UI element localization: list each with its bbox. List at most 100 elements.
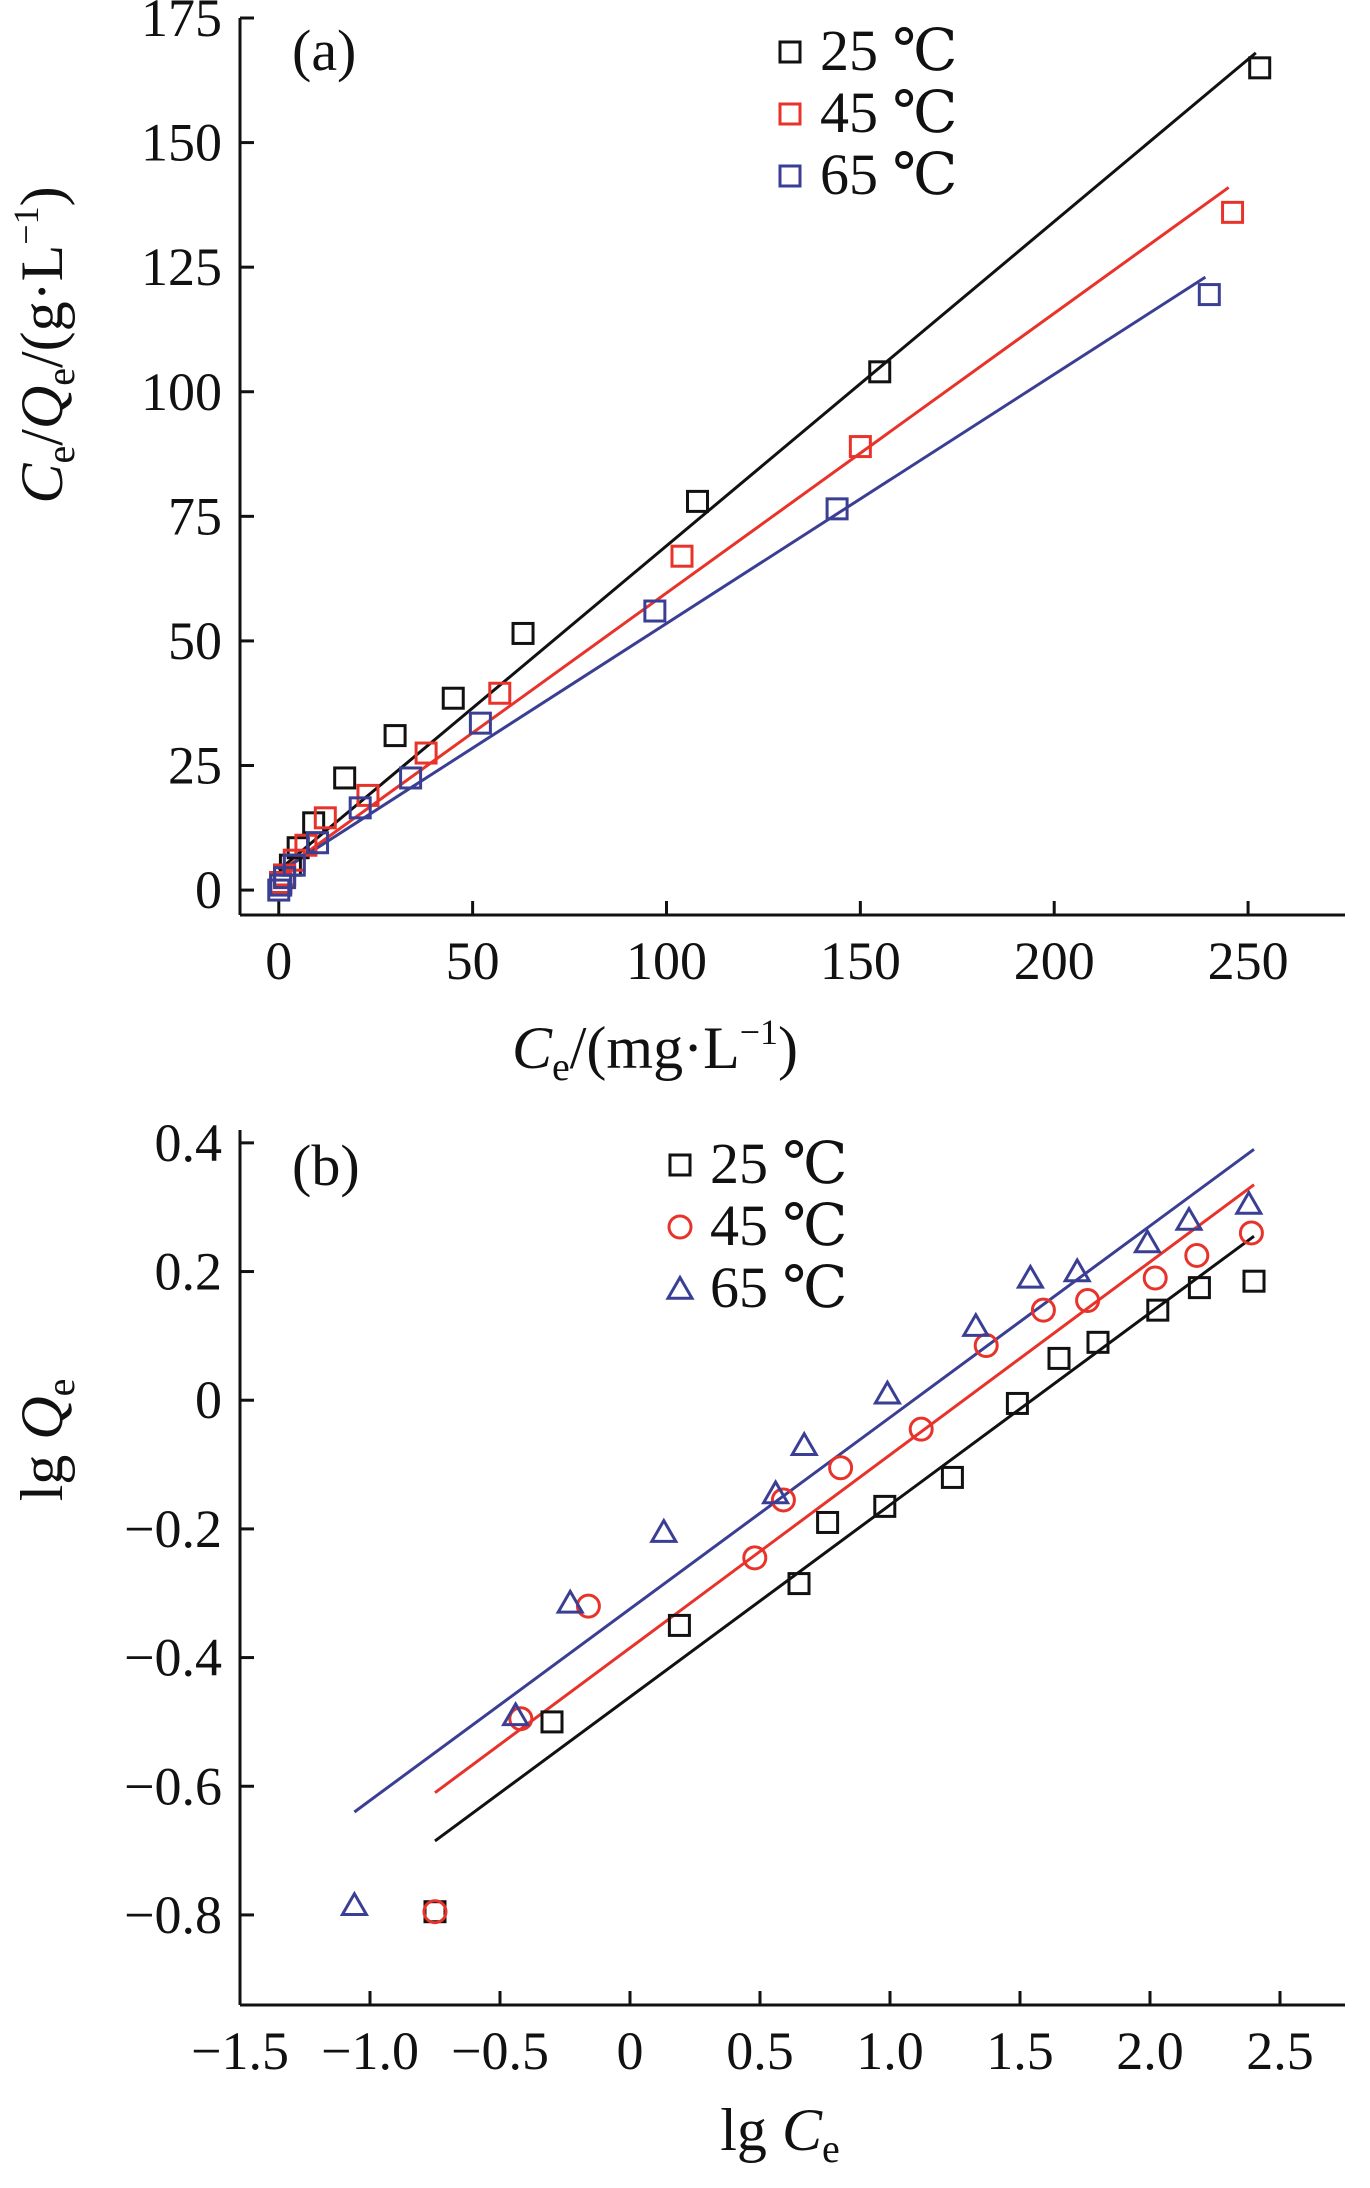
y-tick-label: 175 — [141, 0, 222, 48]
data-point-45c — [294, 833, 318, 857]
y-tick-label: −0.2 — [124, 1499, 222, 1559]
y-title-sub1: e — [38, 446, 83, 464]
panel-a-x-axis-title: Ce/(mg·L−1) — [512, 1012, 798, 1089]
y-tick-label: 100 — [141, 362, 222, 422]
data-point-65c — [269, 873, 293, 897]
y-tick-label: 125 — [141, 237, 222, 297]
panel-a-x-ticks: 0 50 100 150 200 250 — [265, 901, 1289, 991]
data-point-65c — [282, 853, 306, 877]
y-title-var2: Q — [9, 386, 75, 429]
x-tick-label: 200 — [1014, 931, 1095, 991]
data-point-45c — [422, 1899, 448, 1925]
data-point-25c — [1086, 1330, 1110, 1354]
legend-label-65c: 65 ℃ — [820, 142, 957, 207]
data-point-45c — [508, 1706, 534, 1732]
data-point-65c — [1174, 1205, 1204, 1231]
data-point-65c — [399, 766, 423, 790]
legend-marker-45c — [667, 1214, 693, 1240]
x-tick-label: 0.5 — [726, 2021, 794, 2081]
panel-a-fit-lines — [277, 51, 1257, 874]
data-point-45c — [1221, 200, 1245, 224]
y-tick-label: 150 — [141, 113, 222, 173]
y-tick-label: 50 — [168, 611, 222, 671]
data-point-65c — [760, 1479, 791, 1505]
y-title-unit: /(g·L — [9, 245, 75, 368]
y-tick-label: 0.2 — [155, 1242, 223, 1302]
legend-marker-25c — [668, 1153, 692, 1177]
y-tick-label: 0 — [195, 860, 222, 920]
data-point-65c — [267, 878, 291, 902]
data-point-25c — [511, 621, 535, 645]
panel-a-y-axis-title: Ce/Qe/(g·L−1) — [6, 186, 83, 503]
data-point-25c — [302, 811, 326, 835]
x-title-close: ) — [778, 1015, 798, 1081]
panel-a-tag: (a) — [292, 18, 356, 83]
y-title-close: ) — [9, 186, 75, 206]
panel-b-axes — [238, 1130, 1345, 2007]
data-point-25c — [1242, 1269, 1266, 1293]
x-title-var: C — [782, 2097, 823, 2163]
fit-line-25c — [434, 1234, 1255, 1843]
y-title-slash: / — [9, 429, 75, 446]
x-title-sup: −1 — [740, 1012, 778, 1052]
data-point-25c — [816, 1510, 840, 1534]
panel-b-x-axis-title: lg Ce — [720, 2097, 839, 2171]
panel-b-fit-lines — [353, 1148, 1255, 1843]
panel-a-y-ticks: 0 25 50 75 100 125 150 175 — [141, 0, 254, 920]
data-point-65c — [789, 1430, 819, 1456]
legend-marker-65c — [665, 1274, 695, 1300]
x-title-var: C — [512, 1015, 553, 1081]
data-point-65c — [339, 1890, 370, 1916]
data-point-65c — [872, 1379, 903, 1405]
data-point-45c — [828, 1455, 854, 1481]
panel-b-tag: (b) — [292, 1133, 360, 1198]
legend-label-45c: 45 ℃ — [820, 80, 957, 145]
data-point-25c — [1146, 1298, 1170, 1322]
data-point-25c — [333, 766, 357, 790]
data-point-45c — [848, 435, 872, 459]
data-point-25c — [1187, 1276, 1211, 1300]
x-title-pre: lg — [720, 2097, 782, 2163]
legend-marker-25c — [778, 40, 802, 64]
y-title-sub2: e — [38, 368, 83, 386]
legend-marker-65c — [778, 164, 802, 188]
x-tick-label: 50 — [446, 931, 500, 991]
data-point-25c — [667, 1613, 691, 1637]
data-point-65c — [500, 1700, 531, 1727]
data-point-25c — [1005, 1391, 1029, 1415]
x-tick-label: 1.0 — [856, 2021, 924, 2081]
data-point-65c — [961, 1311, 991, 1337]
panel-b: −1.5 −1.0 −0.5 0 0.5 1.0 1.5 2.0 2.5 −0.8−0.6−0.… — [9, 1113, 1345, 2171]
x-tick-label: 2.0 — [1116, 2021, 1184, 2081]
y-tick-label: −0.6 — [124, 1756, 222, 1816]
data-point-65c — [1015, 1263, 1046, 1289]
data-point-45c — [908, 1416, 934, 1442]
data-point-45c — [1030, 1297, 1056, 1323]
data-point-25c — [686, 489, 710, 513]
x-tick-label: −1.5 — [191, 2021, 289, 2081]
data-point-25c — [787, 1572, 811, 1596]
data-point-25c — [1047, 1346, 1071, 1370]
data-point-25c — [540, 1710, 564, 1734]
data-point-45c — [1075, 1287, 1101, 1313]
y-title-sub: e — [38, 1379, 83, 1397]
y-tick-label: −0.8 — [124, 1885, 222, 1945]
x-tick-label: 100 — [626, 931, 707, 991]
data-point-45c — [742, 1545, 768, 1571]
data-point-25c — [873, 1494, 897, 1518]
data-point-25c — [1248, 56, 1272, 80]
data-point-45c — [670, 544, 694, 568]
y-tick-label: −0.4 — [124, 1628, 222, 1688]
y-title-var: Q — [9, 1396, 75, 1439]
y-title-var1: C — [9, 463, 75, 504]
y-tick-label: 0.4 — [155, 1113, 223, 1173]
x-tick-label: 250 — [1208, 931, 1289, 991]
x-tick-label: 2.5 — [1246, 2021, 1314, 2081]
legend-marker-45c — [778, 102, 802, 126]
data-point-45c — [1238, 1220, 1264, 1246]
data-point-65c — [348, 796, 372, 820]
x-tick-label: 150 — [820, 931, 901, 991]
x-tick-label: −0.5 — [451, 2021, 549, 2081]
fit-line-65c — [277, 275, 1207, 874]
data-point-25c — [441, 686, 465, 710]
